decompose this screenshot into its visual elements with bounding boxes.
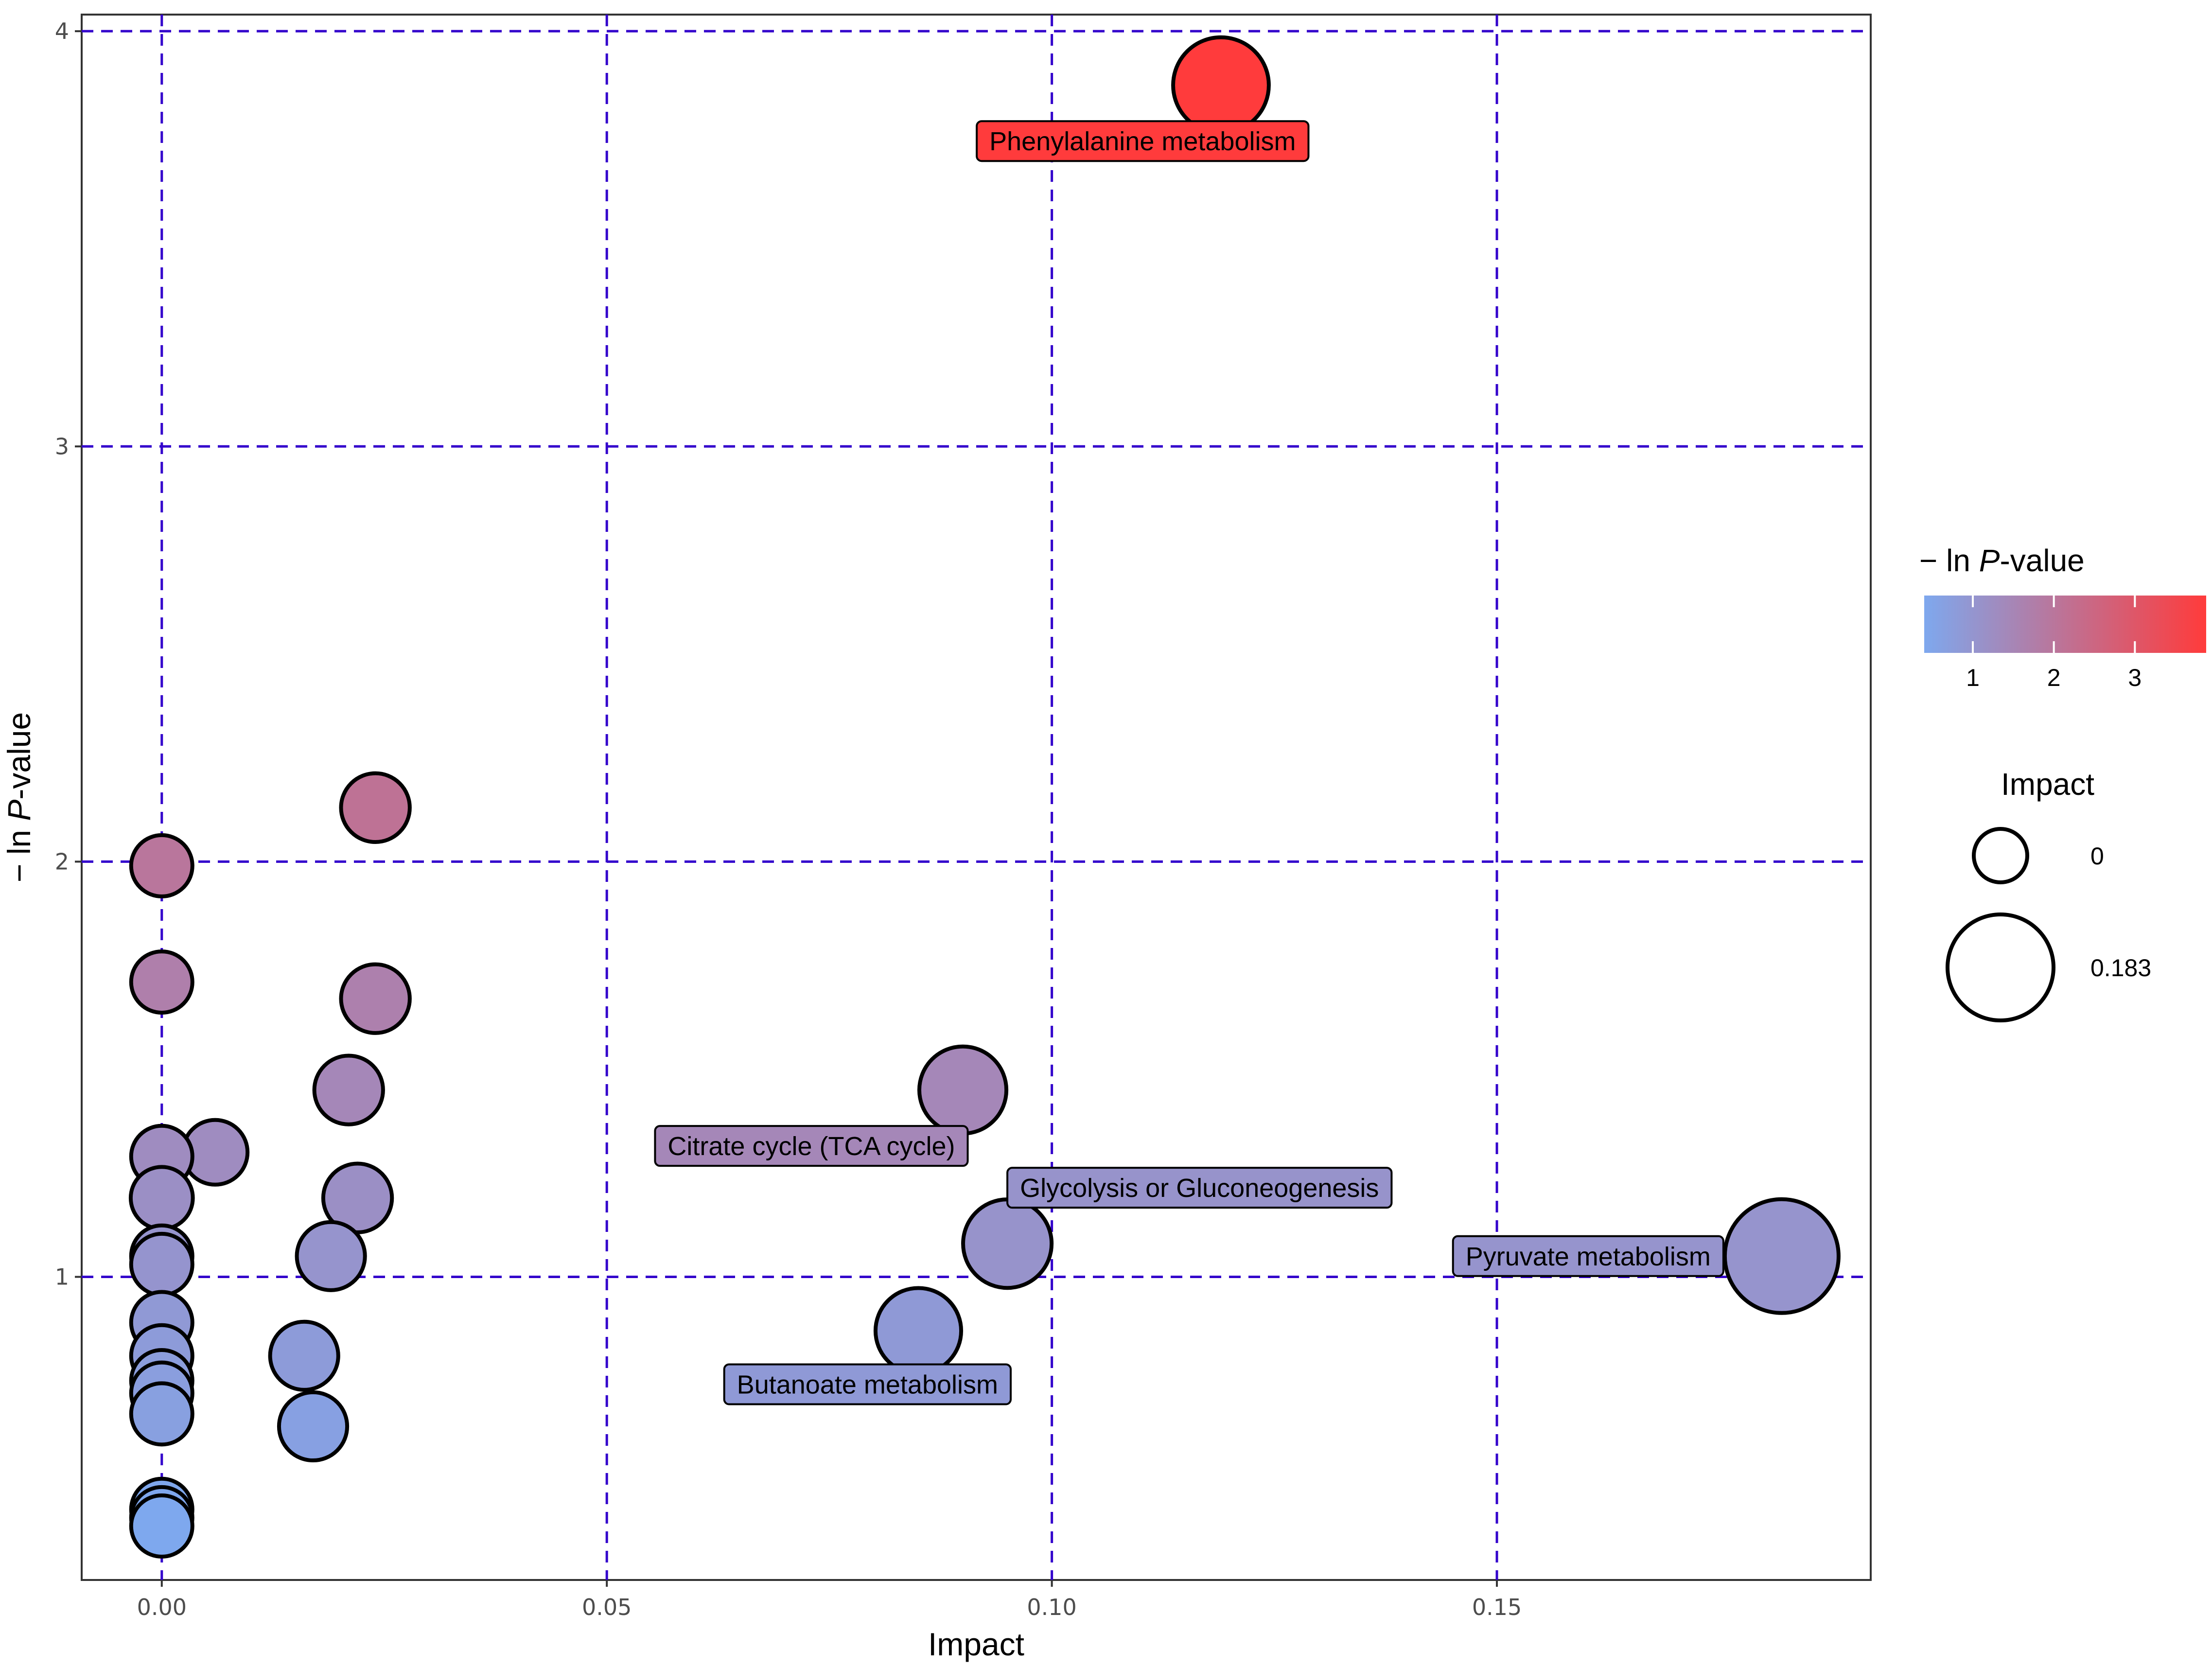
data-point (129, 1381, 194, 1447)
y-tick-label: 2 (55, 848, 69, 875)
data-points (128, 35, 1841, 1559)
data-point (917, 1044, 1009, 1136)
annotation-box (976, 120, 1310, 162)
x-tick-label: 0.10 (1027, 1594, 1076, 1620)
x-tick-label: 0.00 (137, 1594, 187, 1620)
data-point (295, 1220, 367, 1292)
data-point (129, 1231, 194, 1297)
data-point (1722, 1197, 1841, 1315)
x-tick-label: 0.15 (1472, 1594, 1522, 1620)
size-legend-title: Impact (2001, 767, 2094, 802)
annotation-box (1006, 1167, 1393, 1209)
data-point (129, 949, 194, 1015)
annotation-label: Phenylalanine metabolism (989, 127, 1296, 156)
size-legend-circle (1972, 827, 2029, 884)
y-axis-title: − ln P-value (1, 712, 37, 882)
annotation-label: Citrate cycle (TCA cycle) (667, 1132, 955, 1161)
data-point (277, 1390, 350, 1463)
data-point (1171, 35, 1271, 135)
x-tick-label: 0.05 (582, 1594, 632, 1620)
size-legend-circle (1946, 912, 2055, 1022)
color-scale-bar (1924, 596, 2206, 653)
color-tick-label: 3 (2128, 664, 2142, 691)
color-tick-label: 1 (1966, 664, 1980, 691)
data-point (129, 833, 194, 898)
y-tick-label: 1 (55, 1263, 69, 1290)
annotation-label: Pyruvate metabolism (1466, 1242, 1711, 1271)
data-point (961, 1197, 1054, 1290)
annotation-box (654, 1125, 969, 1167)
data-point (129, 1493, 194, 1559)
data-point (128, 1165, 195, 1231)
y-tick-label: 3 (55, 433, 69, 459)
data-point (873, 1286, 964, 1376)
axis-ticks: 0.00 0.05 0.10 0.15 1 2 3 4 (55, 18, 1522, 1620)
annotation-box (723, 1363, 1012, 1405)
annotation-label: Glycolysis or Gluconeogenesis (1020, 1174, 1379, 1203)
annotation-box (1452, 1235, 1724, 1277)
data-point (339, 771, 412, 844)
size-legend-entries: 0 0.183 (1946, 827, 2151, 1022)
legend: − ln P-value 1 2 3 Impact 0 0.183 (1919, 543, 2206, 1022)
y-tick-label: 4 (55, 18, 69, 44)
x-axis-title: Impact (928, 1626, 1024, 1662)
data-point (339, 962, 412, 1035)
data-point (268, 1319, 340, 1392)
annotation-label: Butanoate metabolism (737, 1370, 998, 1400)
color-legend-title: − ln P-value (1919, 543, 2085, 578)
point-annotations: Phenylalanine metabolism Citrate cycle (T… (654, 120, 1724, 1405)
size-legend-label: 0 (2090, 842, 2104, 870)
color-tick-label: 2 (2047, 664, 2061, 691)
color-legend-ticks: 1 2 3 (1966, 596, 2142, 691)
size-legend-label: 0.183 (2090, 954, 2151, 982)
data-point (312, 1053, 385, 1126)
